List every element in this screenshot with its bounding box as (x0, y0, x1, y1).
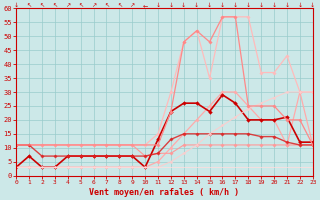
X-axis label: Vent moyen/en rafales ( km/h ): Vent moyen/en rafales ( km/h ) (90, 188, 239, 197)
